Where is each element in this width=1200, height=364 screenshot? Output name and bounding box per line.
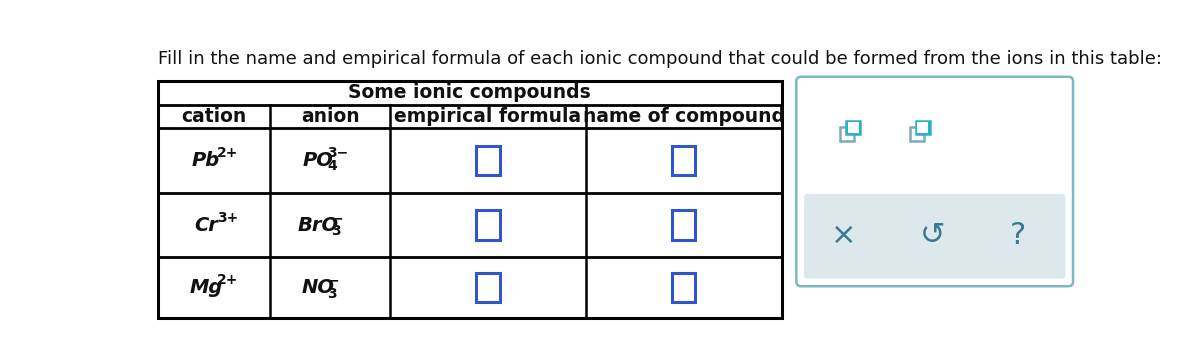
Text: ×: × xyxy=(830,221,857,250)
Bar xyxy=(157,82,781,318)
Text: 3−: 3− xyxy=(328,146,348,161)
Text: name of compound: name of compound xyxy=(582,107,785,126)
Text: 2+: 2+ xyxy=(217,273,239,288)
Bar xyxy=(847,122,858,133)
Text: 2+: 2+ xyxy=(217,146,239,161)
Bar xyxy=(672,146,695,175)
Text: NO: NO xyxy=(301,278,335,297)
FancyBboxPatch shape xyxy=(797,77,1073,286)
Bar xyxy=(910,127,924,141)
Text: −: − xyxy=(331,211,343,225)
Text: Fill in the name and empirical formula of each ionic compound that could be form: Fill in the name and empirical formula o… xyxy=(157,50,1162,68)
Text: 4: 4 xyxy=(328,159,337,174)
Text: Cr: Cr xyxy=(194,215,218,234)
Text: −: − xyxy=(328,273,338,288)
Text: Some ionic compounds: Some ionic compounds xyxy=(348,83,592,102)
Bar xyxy=(840,127,853,141)
Bar xyxy=(476,146,499,175)
Bar xyxy=(476,273,499,302)
Text: ?: ? xyxy=(1010,221,1026,250)
Text: PO: PO xyxy=(302,151,334,170)
Text: 3: 3 xyxy=(331,224,341,238)
Text: empirical formula: empirical formula xyxy=(395,107,582,126)
Text: Pb: Pb xyxy=(192,151,221,170)
Text: ↺: ↺ xyxy=(920,221,946,250)
Bar xyxy=(672,210,695,240)
Text: Mg: Mg xyxy=(190,278,223,297)
Text: 3+: 3+ xyxy=(217,211,239,225)
Bar xyxy=(916,120,930,134)
Text: anion: anion xyxy=(301,107,360,126)
Bar xyxy=(918,122,929,133)
Bar xyxy=(846,120,860,134)
Text: cation: cation xyxy=(181,107,246,126)
Bar xyxy=(476,210,499,240)
Text: 3: 3 xyxy=(328,286,337,301)
Bar xyxy=(672,273,695,302)
FancyBboxPatch shape xyxy=(804,194,1066,278)
Text: BrO: BrO xyxy=(298,215,338,234)
